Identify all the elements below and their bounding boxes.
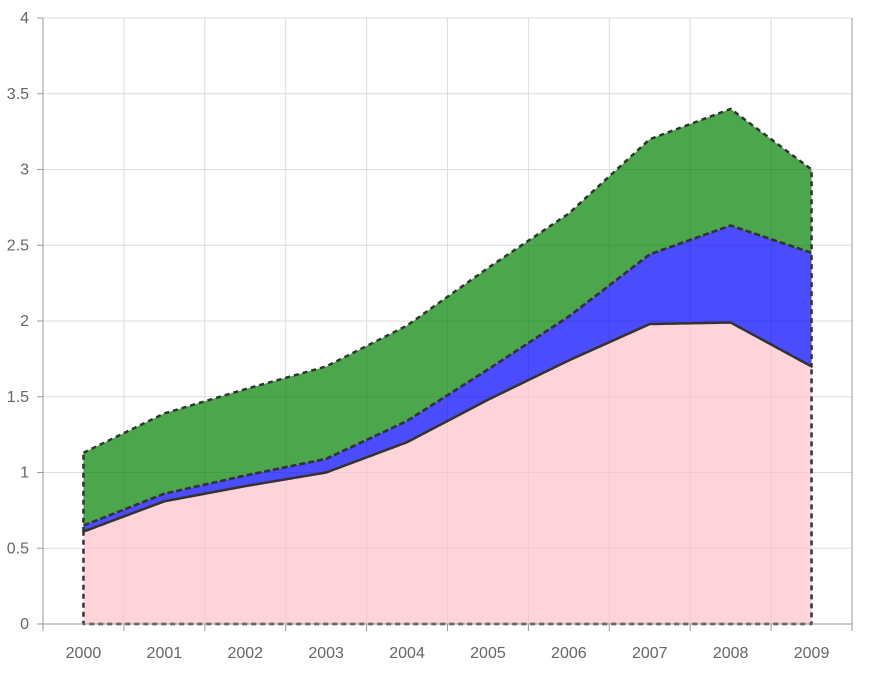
tick-labels: 0 0.5 1 1.5 2 2.5 3 3.5 4 2000 2001 2002 2003 2004 200… [7, 10, 830, 662]
y-tick-label: 0 [20, 616, 29, 633]
y-tick-label: 4 [20, 10, 29, 27]
area-series-3 [83, 108, 812, 526]
axes [37, 17, 853, 631]
area-series-2 [83, 225, 812, 532]
y-tick-label: 3.5 [7, 86, 29, 103]
x-tick-label: 2004 [389, 645, 425, 662]
x-tick-label: 2007 [632, 645, 668, 662]
x-tick-label: 2008 [713, 645, 749, 662]
x-tick-label: 2002 [227, 645, 263, 662]
y-tick-label: 1.5 [7, 389, 29, 406]
area-outline-3 [82, 107, 813, 527]
plot-area [82, 107, 813, 626]
y-tick-label: 3 [20, 162, 29, 179]
y-tick-label: 2.5 [7, 237, 29, 254]
x-tick-label: 2006 [551, 645, 587, 662]
x-tick-label: 2000 [66, 645, 102, 662]
y-tick-label: 0.5 [7, 540, 29, 557]
area-series-1 [83, 322, 812, 624]
x-tick-label: 2005 [470, 645, 506, 662]
x-tick-label: 2009 [794, 645, 830, 662]
y-tick-label: 1 [20, 465, 29, 482]
y-tick-label: 2 [20, 313, 29, 330]
x-tick-label: 2001 [147, 645, 183, 662]
x-tick-label: 2003 [308, 645, 344, 662]
